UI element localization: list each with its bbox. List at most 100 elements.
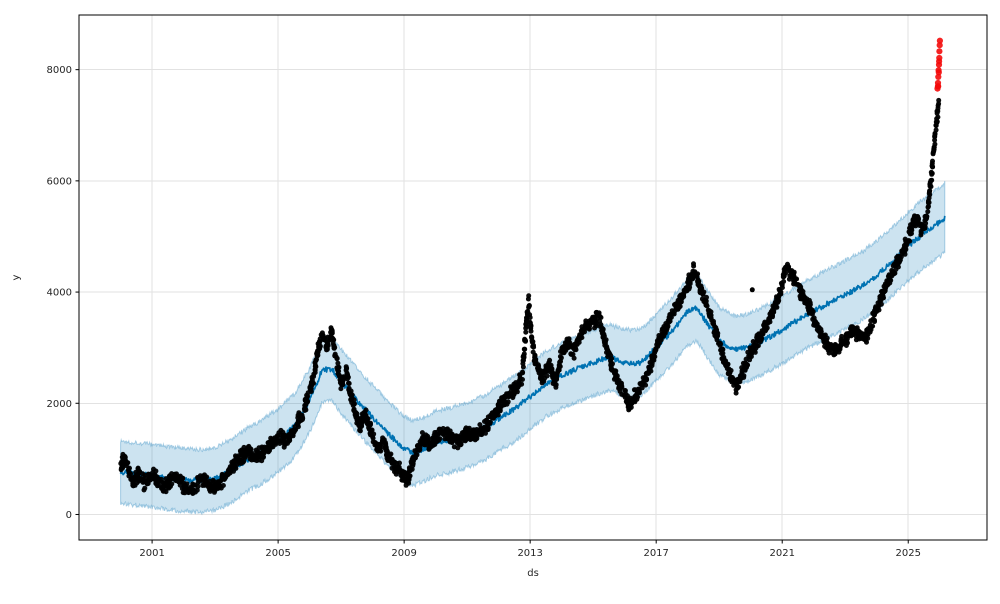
observed-point [550, 375, 556, 381]
observed-point [715, 330, 721, 336]
observed-point [791, 281, 797, 287]
plot-content [118, 37, 946, 516]
observed-point [543, 365, 549, 371]
observed-point [614, 373, 620, 379]
observed-point [652, 354, 658, 360]
observed-point [557, 364, 563, 369]
observed-point [844, 331, 850, 337]
observed-point [688, 274, 694, 280]
observed-point [698, 285, 704, 291]
observed-point [460, 436, 466, 442]
x-tick-label: 2005 [265, 548, 290, 559]
observed-point [839, 333, 845, 339]
observed-point [814, 321, 820, 327]
observed-point [718, 341, 724, 347]
observed-point [506, 393, 512, 399]
anomaly-scatter [934, 37, 944, 92]
observed-point [561, 350, 567, 356]
observed-point [526, 303, 532, 309]
observed-point [414, 452, 420, 458]
observed-point [195, 484, 201, 490]
observed-point [728, 368, 734, 373]
observed-point [872, 319, 877, 325]
observed-point [241, 444, 247, 450]
observed-point [644, 377, 649, 383]
observed-point [747, 345, 753, 351]
observed-point [286, 432, 292, 437]
observed-point [838, 338, 844, 344]
observed-point [686, 280, 692, 286]
observed-point [783, 270, 789, 276]
observed-point [384, 447, 390, 453]
observed-point [667, 318, 673, 324]
observed-point [212, 484, 218, 490]
observed-point [523, 323, 529, 329]
observed-point [800, 289, 806, 294]
anomaly-point [936, 48, 943, 55]
observed-point [568, 352, 574, 357]
observed-point [304, 392, 310, 398]
observed-point [135, 471, 141, 477]
observed-point [261, 448, 267, 454]
observed-point [445, 431, 451, 437]
observed-point [659, 332, 664, 338]
observed-point [879, 289, 884, 294]
observed-point [558, 358, 563, 364]
observed-point [166, 485, 172, 491]
observed-point [370, 435, 376, 441]
observed-point [130, 483, 136, 489]
observed-point [553, 382, 559, 388]
y-tick-label: 2000 [47, 399, 72, 410]
observed-point [481, 425, 487, 431]
observed-point [665, 323, 671, 329]
observed-point [302, 403, 308, 408]
observed-point [932, 134, 938, 140]
observed-point [663, 328, 669, 334]
axes-layer: 2001 2005 2009 2013 2017 2021 2025 0 2000 4000 600… [47, 14, 988, 559]
anomaly-point [936, 37, 944, 44]
observed-point [294, 421, 300, 427]
observed-point [303, 407, 309, 413]
observed-point [135, 465, 141, 471]
observed-point [490, 415, 496, 421]
observed-point [925, 209, 931, 215]
observed-point [324, 342, 330, 348]
observed-point [734, 384, 740, 389]
observed-point [340, 380, 346, 386]
observed-point [122, 457, 128, 463]
observed-point [845, 340, 850, 346]
observed-point [544, 373, 550, 379]
observed-point [340, 374, 346, 380]
observed-point [870, 323, 876, 329]
observed-point [610, 361, 615, 367]
observed-point [733, 390, 739, 396]
observed-point [531, 344, 537, 350]
observed-point [864, 339, 869, 345]
observed-point [266, 441, 272, 447]
observed-point [153, 468, 159, 474]
observed-point [391, 459, 397, 465]
plot-border [78, 14, 988, 541]
observed-point [514, 385, 520, 391]
observed-point [771, 309, 777, 315]
observed-point [425, 438, 431, 444]
observed-point [743, 364, 749, 370]
observed-point [319, 330, 325, 336]
observed-point [313, 364, 319, 370]
anomaly-point [935, 83, 942, 90]
observed-point [444, 426, 449, 432]
observed-point [409, 466, 415, 472]
observed-point [772, 301, 778, 307]
observed-point [915, 215, 921, 221]
observed-point [250, 451, 256, 456]
observed-point [907, 226, 913, 231]
observed-point [410, 463, 416, 469]
observed-point [794, 276, 800, 282]
observed-point [789, 271, 795, 277]
observed-point [222, 475, 228, 481]
x-tick-label: 2021 [769, 548, 794, 559]
observed-point [597, 318, 603, 324]
observed-point [352, 401, 357, 407]
observed-point [312, 370, 318, 375]
observed-point [936, 97, 942, 103]
